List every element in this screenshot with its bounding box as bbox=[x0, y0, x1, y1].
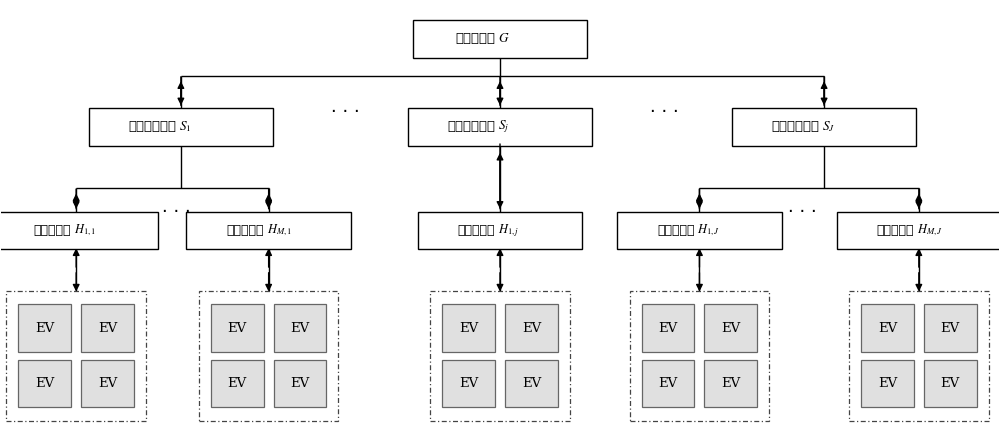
Text: $\mathit{S_J}$: $\mathit{S_J}$ bbox=[822, 120, 835, 134]
Text: EV: EV bbox=[658, 377, 678, 390]
Bar bbox=[849, 291, 989, 421]
Text: $\mathit{H_{M,J}}$: $\mathit{H_{M,J}}$ bbox=[917, 222, 943, 238]
Text: $\mathit{S_1}$: $\mathit{S_1}$ bbox=[179, 120, 191, 134]
Bar bbox=[442, 360, 495, 407]
Bar bbox=[505, 360, 558, 407]
Text: EV: EV bbox=[522, 377, 541, 390]
Bar bbox=[6, 291, 146, 421]
Bar bbox=[630, 291, 769, 421]
Bar bbox=[274, 360, 326, 407]
Text: EV: EV bbox=[98, 377, 117, 390]
Text: EV: EV bbox=[721, 322, 740, 334]
Bar bbox=[81, 304, 134, 352]
Bar bbox=[89, 108, 273, 146]
Text: $\mathit{H_{M,1}}$: $\mathit{H_{M,1}}$ bbox=[267, 222, 292, 238]
Bar bbox=[617, 212, 782, 249]
Bar bbox=[199, 291, 338, 421]
Bar bbox=[837, 212, 1000, 249]
Text: · · ·: · · · bbox=[162, 203, 190, 221]
Bar bbox=[186, 212, 351, 249]
Text: 电网代理商: 电网代理商 bbox=[455, 32, 495, 45]
Text: · · ·: · · · bbox=[331, 103, 360, 121]
Bar bbox=[442, 304, 495, 352]
Text: 家庭代理商: 家庭代理商 bbox=[657, 224, 694, 237]
Text: EV: EV bbox=[941, 322, 960, 334]
Text: EV: EV bbox=[35, 322, 54, 334]
Bar bbox=[704, 360, 757, 407]
Text: EV: EV bbox=[522, 322, 541, 334]
Bar bbox=[408, 108, 592, 146]
Text: EV: EV bbox=[98, 322, 117, 334]
Text: · · ·: · · · bbox=[650, 103, 679, 121]
Bar bbox=[211, 360, 264, 407]
Text: $\mathit{S_j}$: $\mathit{S_j}$ bbox=[498, 118, 509, 135]
Bar bbox=[81, 360, 134, 407]
Bar bbox=[0, 212, 158, 249]
Text: 家庭代理商: 家庭代理商 bbox=[34, 224, 71, 237]
Text: EV: EV bbox=[290, 322, 310, 334]
Bar bbox=[642, 360, 694, 407]
Text: 变电站代理商: 变电站代理商 bbox=[447, 120, 495, 133]
Text: EV: EV bbox=[941, 377, 960, 390]
Bar bbox=[642, 304, 694, 352]
Bar bbox=[861, 304, 914, 352]
Bar bbox=[18, 304, 71, 352]
Bar bbox=[704, 304, 757, 352]
Text: · · ·: · · · bbox=[788, 203, 817, 221]
Text: 家庭代理商: 家庭代理商 bbox=[458, 224, 495, 237]
Text: 变电站代理商: 变电站代理商 bbox=[771, 120, 819, 133]
Text: EV: EV bbox=[459, 377, 478, 390]
Bar bbox=[413, 20, 587, 58]
Text: EV: EV bbox=[228, 322, 247, 334]
Text: 家庭代理商: 家庭代理商 bbox=[226, 224, 264, 237]
Bar bbox=[211, 304, 264, 352]
Text: EV: EV bbox=[878, 322, 897, 334]
Text: EV: EV bbox=[290, 377, 310, 390]
Bar bbox=[924, 304, 977, 352]
Text: EV: EV bbox=[878, 377, 897, 390]
Bar bbox=[732, 108, 916, 146]
Bar bbox=[430, 291, 570, 421]
Text: $\mathit{H_{1,J}}$: $\mathit{H_{1,J}}$ bbox=[697, 222, 721, 238]
Text: EV: EV bbox=[721, 377, 740, 390]
Text: 变电站代理商: 变电站代理商 bbox=[128, 120, 176, 133]
Text: EV: EV bbox=[658, 322, 678, 334]
Text: $\mathit{H_{1,1}}$: $\mathit{H_{1,1}}$ bbox=[74, 222, 97, 238]
Text: 家庭代理商: 家庭代理商 bbox=[876, 224, 914, 237]
Text: EV: EV bbox=[35, 377, 54, 390]
Text: EV: EV bbox=[228, 377, 247, 390]
Bar bbox=[505, 304, 558, 352]
Bar bbox=[861, 360, 914, 407]
Text: $\mathit{G}$: $\mathit{G}$ bbox=[498, 32, 510, 45]
Bar bbox=[18, 360, 71, 407]
Bar bbox=[418, 212, 582, 249]
Text: EV: EV bbox=[459, 322, 478, 334]
Text: $\mathit{H_{1,j}}$: $\mathit{H_{1,j}}$ bbox=[498, 222, 519, 239]
Bar bbox=[924, 360, 977, 407]
Bar bbox=[274, 304, 326, 352]
